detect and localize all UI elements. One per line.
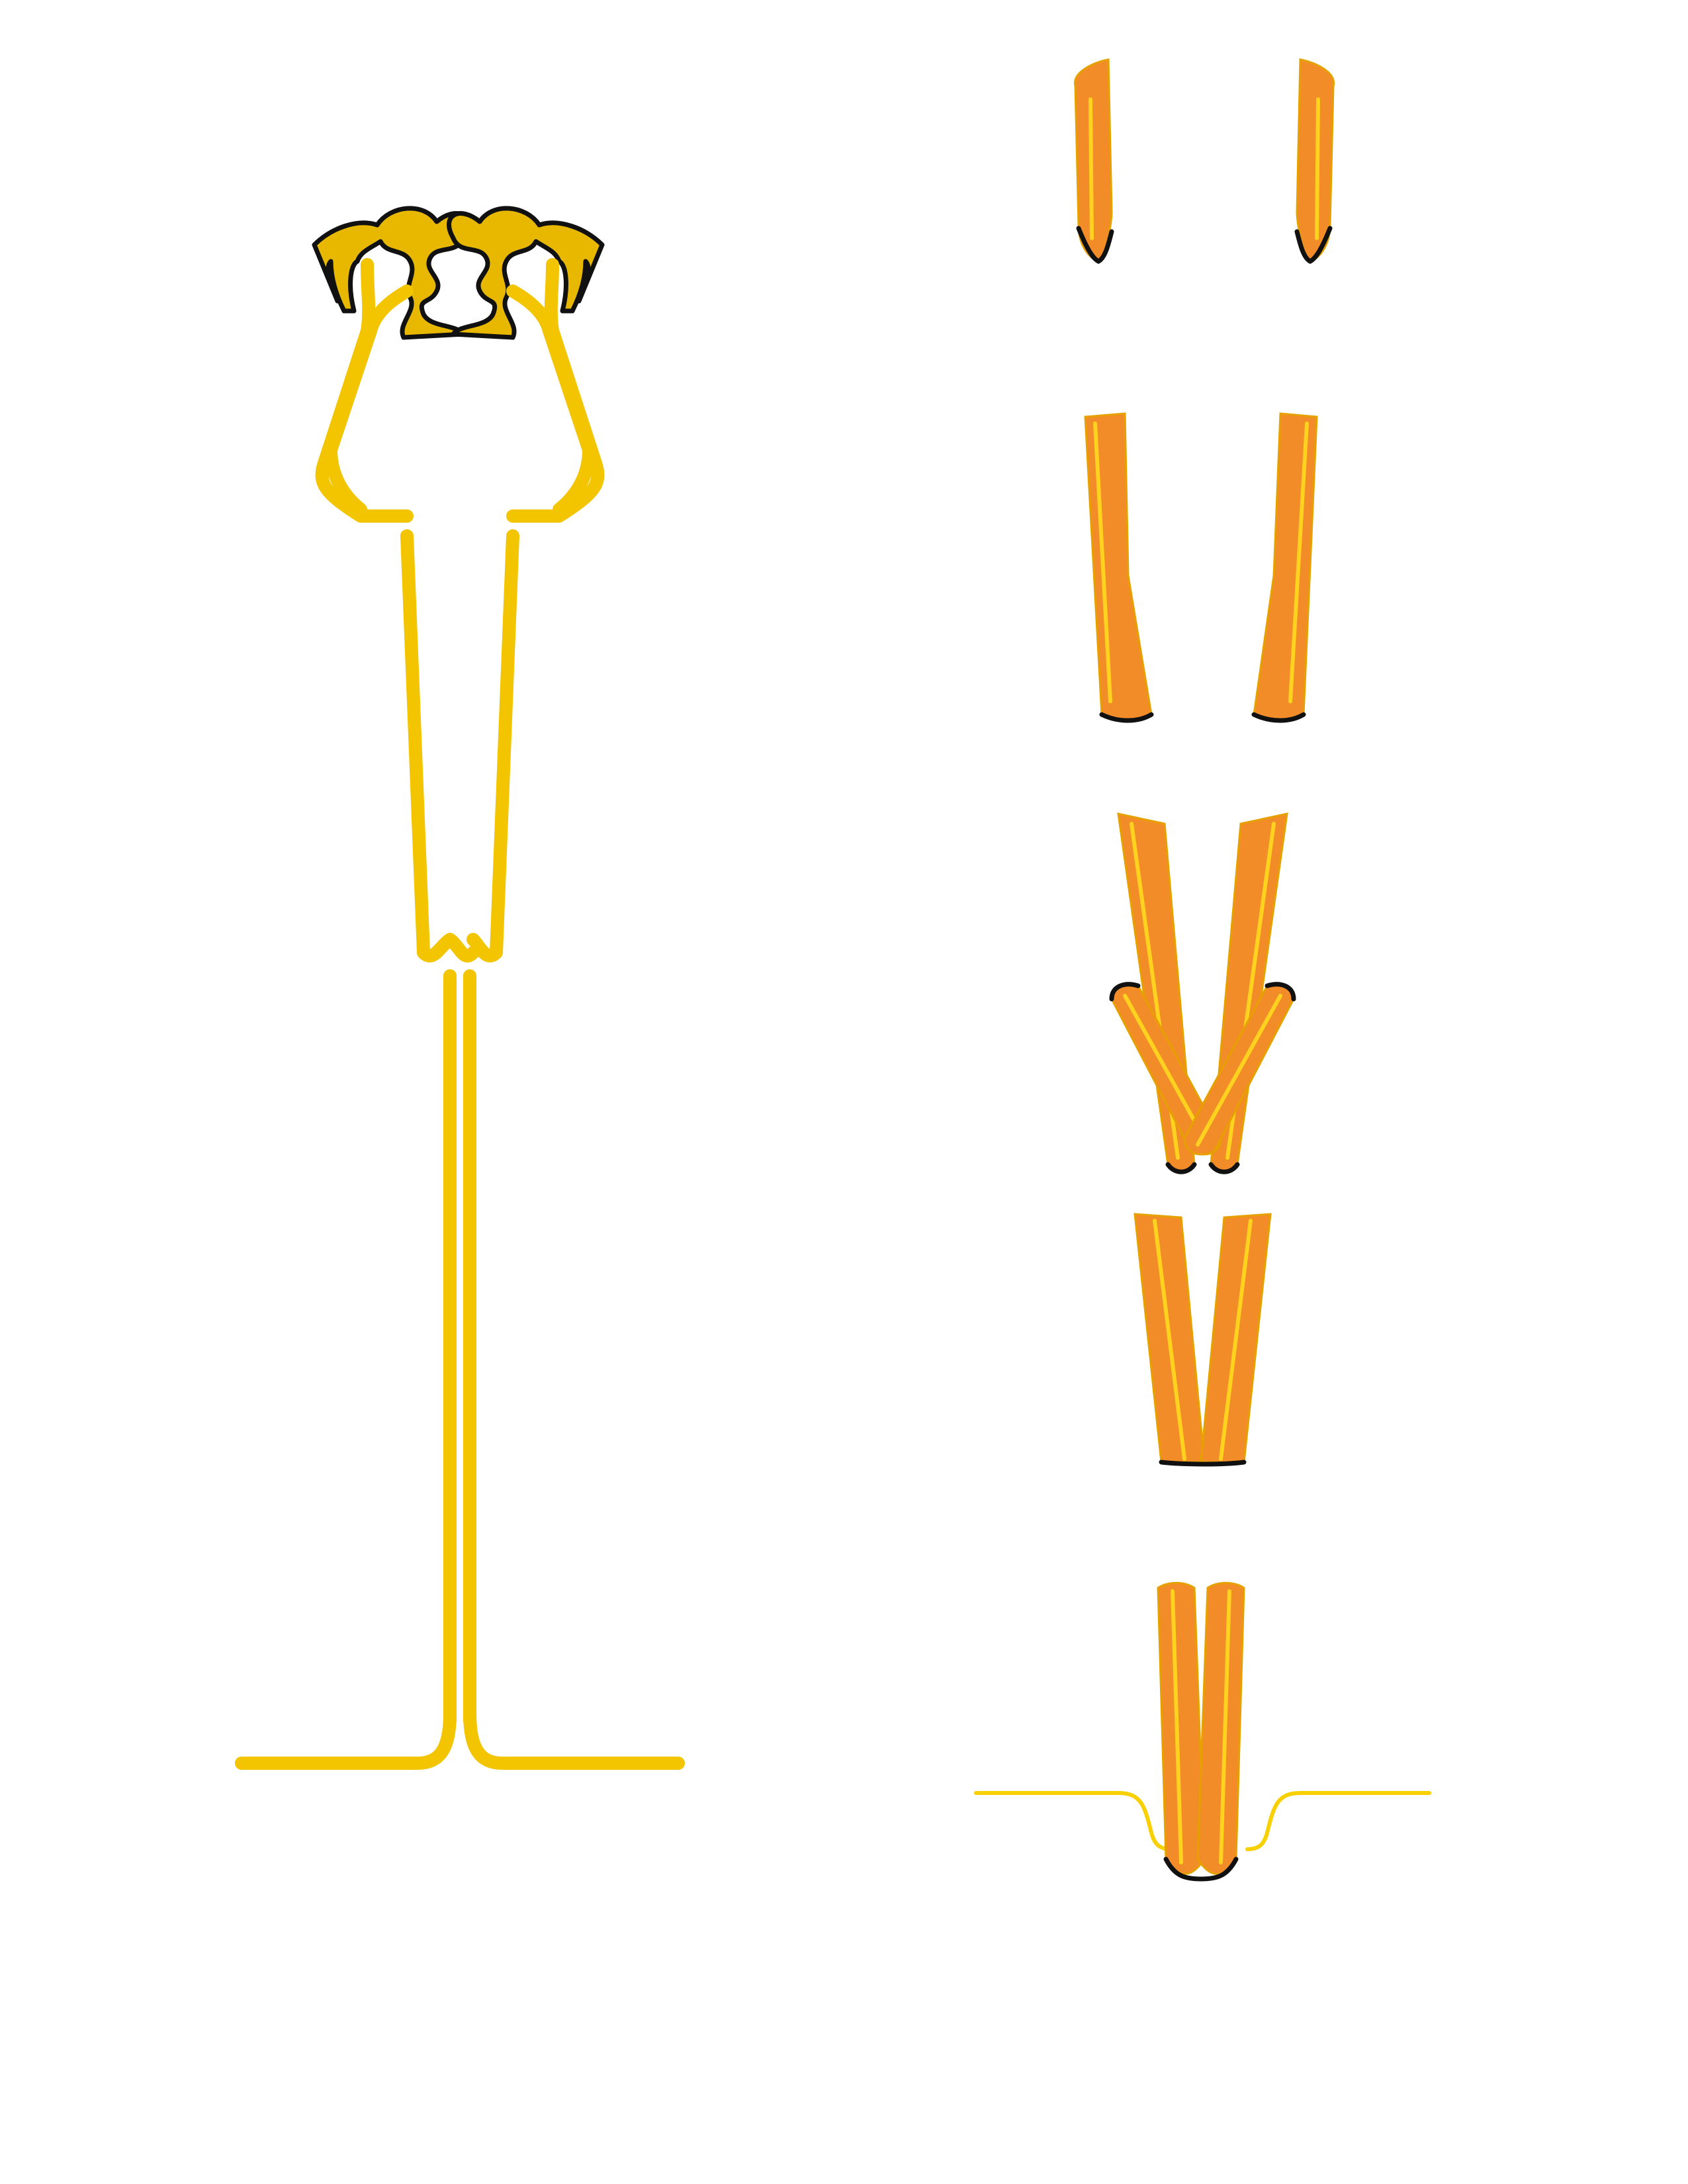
stage-3-right-cross-edge [1265, 982, 1296, 1002]
neck-loop-right-inner [506, 284, 596, 516]
stage-2-right-segment [1253, 412, 1318, 721]
tapered-body [400, 529, 519, 963]
stage-2-right-edge [1251, 712, 1306, 723]
stage-4-right-stripe [1219, 1219, 1253, 1461]
stage-4 [1133, 1213, 1272, 1467]
stage-1-right-edge [1294, 226, 1333, 264]
stage-1-right-stripe [1315, 97, 1320, 240]
stage-2-right-stripe [1288, 421, 1309, 703]
stage-1 [1074, 58, 1335, 264]
stage-5-bottom-edge [1163, 1856, 1239, 1882]
neck-loop-left-inner [324, 284, 414, 516]
stage-5-right-stripe [1219, 1589, 1231, 1864]
neck-loop-left-outer [315, 258, 414, 523]
neck-loops [315, 258, 605, 523]
stage-3-right-bottom-edge [1208, 1162, 1240, 1174]
head-lobe-right [447, 206, 605, 340]
base-spread [235, 1707, 685, 1770]
stage-2-left-stripe [1093, 421, 1112, 703]
stage-3-left-cross-edge [1109, 982, 1141, 1002]
stage-5-left-stripe [1171, 1589, 1183, 1864]
head-domain [312, 206, 605, 340]
stage-3-right-cross-stripe [1196, 994, 1282, 1147]
stage-4-bottom-edge [1159, 1460, 1247, 1467]
neck-loop-right-outer [506, 258, 605, 523]
stage-1-left-edge [1076, 226, 1114, 264]
stage-1-left-stripe [1088, 97, 1094, 240]
head-lobe-left [312, 206, 470, 340]
stage-2 [1084, 412, 1318, 723]
base-left-arm [235, 1707, 457, 1770]
body-right-edge [466, 529, 519, 963]
stage-5-membrane-left [974, 1791, 1173, 1851]
left-figure [235, 206, 685, 1770]
base-right-arm [463, 1707, 685, 1770]
body-left-edge [400, 529, 480, 963]
stage-4-left-stripe [1153, 1219, 1186, 1461]
stage-3 [1109, 812, 1296, 1174]
stalk [443, 969, 476, 1727]
right-figure [974, 58, 1431, 1882]
stage-5-membrane-right [1245, 1791, 1431, 1851]
stage-3-left-bottom-edge [1165, 1162, 1197, 1174]
stage-5 [974, 1582, 1431, 1882]
stage-2-left-edge [1099, 712, 1154, 723]
